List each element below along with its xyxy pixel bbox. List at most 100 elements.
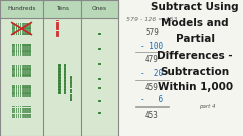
Bar bbox=[64, 82, 66, 85]
Bar bbox=[16, 24, 17, 25]
Bar bbox=[27, 26, 29, 27]
Bar bbox=[16, 26, 17, 27]
Bar bbox=[14, 67, 16, 68]
Bar bbox=[24, 54, 25, 55]
Bar bbox=[29, 76, 31, 77]
Bar bbox=[17, 54, 19, 55]
Bar bbox=[16, 44, 17, 46]
Bar bbox=[27, 72, 29, 73]
Bar bbox=[69, 84, 72, 86]
Bar bbox=[20, 70, 21, 71]
Bar bbox=[26, 65, 27, 66]
Bar bbox=[22, 47, 23, 48]
Bar bbox=[17, 65, 19, 66]
Bar bbox=[16, 116, 17, 117]
Bar bbox=[24, 66, 25, 67]
Bar bbox=[29, 26, 31, 27]
Bar bbox=[56, 25, 59, 27]
Bar bbox=[27, 46, 29, 47]
Bar bbox=[98, 87, 101, 89]
Bar bbox=[27, 95, 29, 96]
Bar bbox=[17, 106, 19, 107]
Bar bbox=[29, 49, 31, 50]
Bar bbox=[26, 67, 27, 68]
Bar bbox=[14, 73, 16, 74]
Text: Hundreds: Hundreds bbox=[7, 6, 36, 11]
Bar bbox=[22, 112, 23, 113]
Bar bbox=[17, 27, 19, 29]
Bar bbox=[22, 89, 23, 90]
Bar bbox=[12, 90, 14, 91]
Bar bbox=[24, 85, 25, 86]
Bar bbox=[17, 86, 19, 88]
Bar bbox=[22, 111, 23, 112]
Bar bbox=[16, 95, 17, 96]
Bar bbox=[14, 29, 16, 30]
Bar bbox=[26, 24, 27, 25]
Bar bbox=[12, 66, 14, 67]
Bar bbox=[29, 68, 31, 69]
Bar bbox=[20, 53, 21, 54]
Bar bbox=[27, 30, 29, 31]
Bar bbox=[20, 47, 21, 48]
Bar bbox=[17, 52, 19, 53]
Bar bbox=[26, 48, 27, 49]
Bar bbox=[29, 72, 31, 73]
Bar bbox=[26, 96, 27, 97]
Bar bbox=[27, 29, 29, 30]
Bar bbox=[29, 48, 31, 49]
Bar bbox=[26, 111, 27, 112]
Text: 459: 459 bbox=[145, 83, 159, 92]
Bar bbox=[14, 33, 16, 35]
Bar bbox=[22, 114, 23, 115]
Bar bbox=[27, 96, 29, 97]
Bar bbox=[27, 49, 29, 50]
Bar bbox=[14, 50, 16, 52]
Bar bbox=[16, 48, 17, 49]
Bar bbox=[24, 110, 25, 111]
Text: Within 1,000: Within 1,000 bbox=[158, 82, 233, 92]
Bar bbox=[26, 53, 27, 54]
Bar bbox=[17, 112, 19, 113]
Bar bbox=[20, 71, 21, 72]
Bar bbox=[17, 111, 19, 112]
Bar bbox=[16, 74, 17, 75]
Bar bbox=[20, 106, 21, 107]
Bar bbox=[16, 49, 17, 50]
Bar bbox=[29, 24, 31, 25]
Bar bbox=[56, 27, 59, 29]
Bar bbox=[29, 91, 31, 92]
Bar bbox=[27, 47, 29, 48]
Bar bbox=[12, 25, 14, 26]
Bar bbox=[12, 32, 14, 33]
Bar bbox=[29, 55, 31, 56]
Bar bbox=[26, 117, 27, 118]
Bar bbox=[12, 96, 14, 97]
Bar bbox=[20, 96, 21, 97]
Bar bbox=[14, 91, 16, 92]
Bar bbox=[58, 73, 61, 76]
Bar bbox=[64, 88, 66, 91]
Bar bbox=[14, 85, 16, 86]
Bar bbox=[20, 66, 21, 67]
Bar bbox=[27, 53, 29, 54]
Bar bbox=[22, 31, 23, 32]
Bar bbox=[12, 33, 14, 35]
Bar bbox=[22, 65, 23, 66]
Bar bbox=[22, 73, 23, 74]
Bar bbox=[27, 52, 29, 53]
Bar bbox=[22, 95, 23, 96]
Bar bbox=[17, 108, 19, 109]
Bar bbox=[17, 53, 19, 54]
Bar bbox=[58, 64, 61, 67]
Bar bbox=[16, 54, 17, 55]
Bar bbox=[24, 31, 25, 32]
Bar bbox=[22, 26, 23, 27]
Bar bbox=[22, 92, 23, 94]
Bar bbox=[14, 23, 16, 24]
Bar bbox=[27, 70, 29, 71]
Bar bbox=[17, 96, 19, 97]
Bar bbox=[22, 32, 23, 33]
Bar bbox=[12, 26, 14, 27]
Bar bbox=[26, 74, 27, 75]
